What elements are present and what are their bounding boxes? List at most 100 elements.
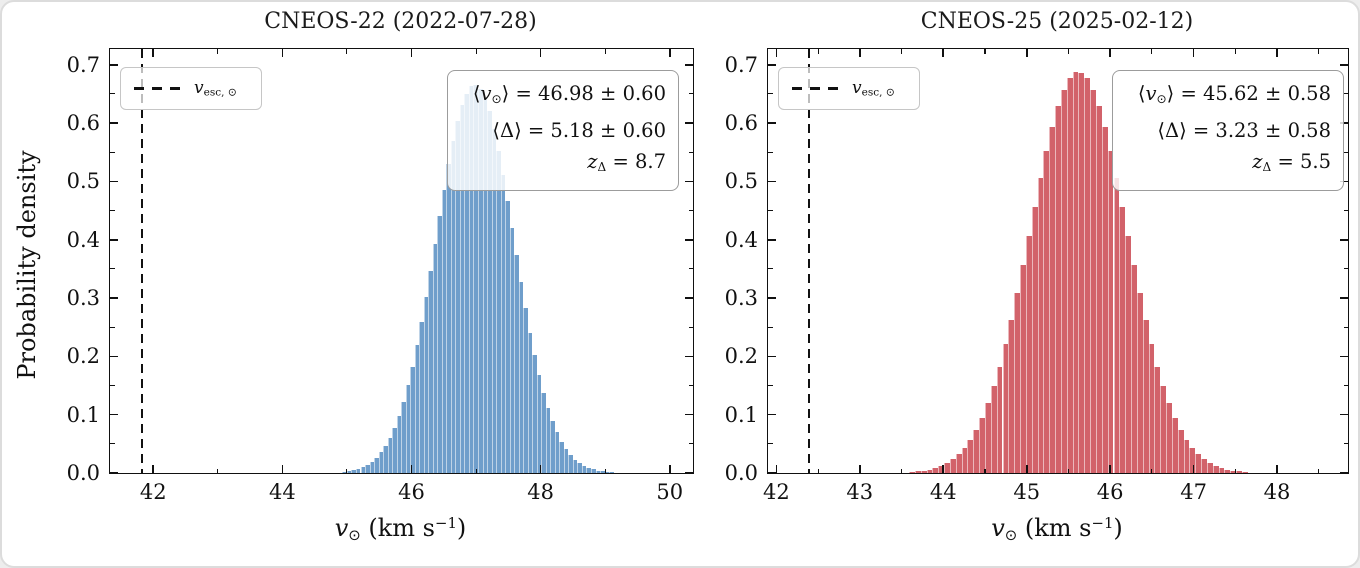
y-major-tick (1340, 355, 1348, 358)
histogram-bar (464, 93, 469, 473)
y-major-tick (685, 122, 693, 124)
x-minor-tick (1318, 49, 1320, 54)
y-tick-label: 0.3 (724, 286, 758, 311)
histogram-bar (527, 332, 533, 473)
x-minor-tick (1151, 468, 1153, 473)
histogram-bar (419, 322, 424, 473)
histogram-bar (541, 392, 546, 473)
histogram-bar (559, 441, 564, 473)
stat-mean-velocity: ⟨v⊙⟩ = 46.98 ± 0.60 (472, 82, 666, 107)
x-minor-tick (900, 468, 903, 473)
x-major-tick (668, 465, 671, 473)
histogram-bar (355, 468, 361, 473)
y-major-tick (1340, 238, 1348, 241)
x-major-tick (281, 465, 284, 473)
y-tick-label: 0.2 (724, 344, 758, 369)
y-tick-label: 0.4 (66, 227, 100, 252)
y-major-tick (1340, 63, 1348, 66)
y-tick-label: 0.2 (66, 344, 100, 369)
x-minor-tick (346, 49, 348, 54)
y-major-tick (685, 472, 693, 474)
y-minor-tick (688, 384, 693, 387)
histogram-bar (1072, 72, 1079, 473)
histogram-bar (423, 297, 429, 473)
x-tick-label: 42 (762, 480, 790, 504)
x-major-tick (775, 465, 778, 473)
histogram-bar (926, 469, 933, 473)
histogram-bar (1218, 467, 1225, 473)
y-tick-label: 0.5 (724, 169, 758, 194)
x-tick-label: 44 (269, 480, 296, 504)
histogram-bar (1119, 206, 1126, 473)
x-major-tick (1192, 49, 1195, 57)
dashed-line-swatch (792, 87, 838, 90)
histogram-bar (1195, 454, 1202, 473)
histogram-bar (1183, 439, 1190, 473)
x-axis-label-left: v⊙ (km s−1) (334, 514, 467, 544)
histogram-bar (1136, 293, 1143, 473)
y-minor-tick (768, 326, 773, 328)
x-minor-tick (817, 49, 819, 54)
y-minor-tick (688, 326, 693, 328)
histogram-bar (1206, 462, 1213, 473)
x-minor-tick (604, 468, 606, 473)
x-major-tick (1192, 465, 1195, 473)
x-major-tick (668, 49, 671, 57)
y-major-tick (685, 297, 693, 299)
histogram-bar (446, 164, 451, 473)
x-major-tick (1276, 465, 1278, 473)
histogram-bar (532, 354, 537, 473)
y-minor-tick (768, 384, 773, 387)
y-tick-label: 0.3 (66, 286, 100, 311)
dashed-line-swatch (134, 87, 180, 90)
y-major-tick (768, 63, 776, 66)
histogram-bar (1242, 471, 1248, 473)
histogram-bar (392, 427, 397, 473)
x-minor-tick (1067, 49, 1069, 54)
x-major-tick (859, 465, 861, 473)
histogram-bar (437, 216, 442, 473)
histogram-bar (581, 465, 587, 473)
y-minor-tick (110, 384, 115, 387)
y-minor-tick (110, 326, 115, 328)
x-major-tick (152, 49, 155, 57)
x-tick-label: 44 (929, 480, 957, 504)
histogram-bar (482, 97, 488, 473)
y-tick-label: 0.1 (66, 402, 100, 427)
y-tick-label: 0.7 (724, 52, 758, 77)
stats-box: ⟨v⊙⟩ = 46.98 ± 0.60 ⟨Δ⟩ = 5.18 ± 0.60 zΔ… (447, 70, 679, 192)
y-tick-label: 0.1 (724, 402, 758, 427)
histogram-bar (1014, 293, 1021, 473)
x-major-tick (942, 49, 945, 57)
y-minor-tick (768, 443, 773, 445)
y-minor-tick (110, 268, 115, 270)
histogram-bar (944, 462, 950, 473)
histogram-bar (1230, 470, 1237, 473)
histogram-bar (1002, 344, 1009, 473)
x-major-tick (410, 465, 413, 473)
histogram-bar (1049, 126, 1056, 473)
x-minor-tick (604, 49, 606, 54)
x-major-tick (1276, 49, 1278, 57)
histogram-bar (360, 467, 366, 473)
y-minor-tick (688, 210, 693, 212)
histogram-bar (1101, 126, 1108, 473)
y-major-tick (110, 238, 118, 241)
y-major-tick (768, 297, 776, 299)
legend-label-vesc: vesc, ⊙ (852, 78, 895, 99)
x-minor-tick (817, 468, 819, 473)
histogram-bar (1131, 265, 1137, 473)
x-minor-tick (217, 49, 219, 54)
histogram-bar (590, 469, 596, 473)
y-major-tick (768, 472, 776, 474)
x-major-tick (539, 49, 542, 57)
x-major-tick (1109, 465, 1111, 473)
histogram-bar (536, 374, 542, 473)
histogram-bar (955, 454, 962, 473)
y-minor-tick (110, 210, 115, 212)
histogram-bar (378, 452, 384, 473)
legend-label-vesc: vesc, ⊙ (194, 78, 237, 99)
x-major-tick (1025, 465, 1028, 473)
histogram-bar (563, 448, 569, 473)
x-minor-tick (217, 468, 219, 473)
